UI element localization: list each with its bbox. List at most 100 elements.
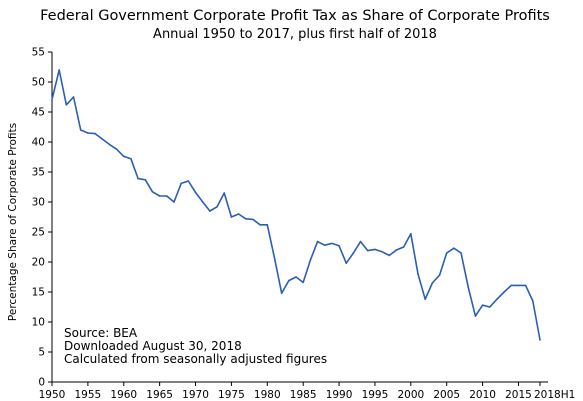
data-point bbox=[201, 201, 204, 203]
x-tick-label: 2000 bbox=[397, 389, 424, 401]
data-point bbox=[417, 273, 419, 275]
y-tick-label: 50 bbox=[32, 77, 45, 89]
data-point bbox=[166, 195, 168, 197]
x-tick-label: 1990 bbox=[326, 389, 353, 401]
y-tick-label: 45 bbox=[32, 107, 45, 119]
data-point bbox=[395, 249, 398, 251]
x-tick-label: 1955 bbox=[75, 389, 102, 401]
y-axis-label: Percentage Share of Corporate Profits bbox=[7, 123, 19, 321]
x-tick-label: 2005 bbox=[433, 389, 460, 401]
data-point bbox=[266, 224, 269, 226]
data-point bbox=[388, 254, 391, 257]
x-tick-label: 1995 bbox=[362, 389, 389, 401]
x-tick-label: 1970 bbox=[182, 389, 209, 401]
data-point bbox=[280, 292, 283, 295]
x-tick-label: 1960 bbox=[110, 389, 137, 401]
data-point bbox=[467, 286, 470, 289]
data-point bbox=[79, 129, 82, 131]
x-tick-label: 1950 bbox=[39, 389, 66, 401]
data-point bbox=[72, 96, 75, 98]
data-point bbox=[252, 218, 254, 221]
data-point bbox=[510, 284, 513, 287]
data-point bbox=[338, 245, 340, 247]
data-point bbox=[496, 298, 498, 301]
x-tick-label: 1975 bbox=[218, 389, 245, 401]
data-point bbox=[503, 291, 505, 293]
data-point bbox=[517, 284, 520, 287]
data-point bbox=[273, 257, 276, 259]
data-point bbox=[352, 252, 355, 254]
y-ticks: 0 5 10 15 20 25 30 35 40 45 50 55 bbox=[32, 47, 52, 389]
data-point bbox=[65, 104, 68, 106]
data-point bbox=[524, 284, 527, 287]
data-point bbox=[460, 252, 462, 254]
y-tick-label: 10 bbox=[32, 317, 45, 329]
data-point bbox=[445, 252, 448, 254]
data-point bbox=[223, 192, 226, 194]
data-point bbox=[259, 224, 261, 226]
y-tick-label: 55 bbox=[32, 47, 45, 59]
data-point bbox=[151, 191, 154, 193]
y-tick-label: 20 bbox=[32, 257, 45, 269]
data-point bbox=[488, 306, 491, 308]
data-point bbox=[187, 180, 190, 182]
data-point bbox=[410, 233, 412, 235]
data-point bbox=[180, 182, 182, 185]
data-point bbox=[302, 281, 304, 284]
data-point bbox=[87, 132, 89, 134]
data-point bbox=[532, 300, 534, 302]
data-point bbox=[316, 240, 319, 243]
data-point bbox=[130, 158, 132, 160]
y-tick-label: 40 bbox=[32, 137, 45, 149]
data-point bbox=[331, 242, 333, 245]
x-tick-label: 2018H1 bbox=[534, 389, 575, 401]
data-point bbox=[108, 143, 111, 146]
chart-title: Federal Government Corporate Profit Tax … bbox=[40, 8, 550, 24]
y-tick-label: 35 bbox=[32, 167, 45, 179]
data-point bbox=[424, 298, 426, 301]
data-point bbox=[323, 244, 326, 246]
data-point bbox=[539, 339, 541, 341]
data-point bbox=[230, 216, 233, 218]
y-tick-label: 30 bbox=[32, 197, 45, 209]
y-tick-label: 0 bbox=[38, 377, 45, 389]
data-point bbox=[381, 251, 383, 253]
x-tick-label: 1965 bbox=[146, 389, 173, 401]
x-tick-label: 2015 bbox=[505, 389, 532, 401]
data-point bbox=[216, 206, 218, 208]
data-point bbox=[481, 304, 484, 307]
series-line bbox=[51, 69, 541, 341]
data-point bbox=[366, 249, 369, 252]
data-point bbox=[431, 282, 434, 284]
data-point bbox=[374, 248, 376, 251]
data-point bbox=[288, 279, 290, 282]
chart-subtitle: Annual 1950 to 2017, plus first half of … bbox=[153, 27, 437, 42]
data-point bbox=[453, 247, 455, 249]
x-tick-label: 1985 bbox=[290, 389, 317, 401]
data-point bbox=[295, 276, 297, 278]
data-point bbox=[474, 315, 477, 317]
x-ticks: 1950 1955 1960 1965 1970 1975 1980 1985 1990 1995… bbox=[39, 382, 575, 401]
data-point bbox=[438, 274, 441, 277]
data-points bbox=[51, 69, 541, 341]
data-point bbox=[115, 148, 118, 150]
data-point bbox=[237, 213, 240, 215]
data-point bbox=[94, 132, 96, 135]
data-point bbox=[158, 195, 161, 197]
data-point bbox=[51, 98, 53, 101]
x-tick-label: 1980 bbox=[254, 389, 281, 401]
y-tick-label: 25 bbox=[32, 227, 45, 239]
data-point bbox=[101, 138, 104, 140]
data-point bbox=[345, 262, 348, 265]
data-point bbox=[194, 191, 197, 194]
data-point bbox=[402, 246, 405, 248]
data-point bbox=[137, 177, 139, 180]
download-note: Downloaded August 30, 2018 bbox=[64, 339, 242, 353]
data-point bbox=[122, 155, 125, 158]
data-point bbox=[309, 259, 312, 262]
data-point bbox=[209, 210, 211, 212]
data-point bbox=[58, 69, 60, 71]
y-tick-label: 15 bbox=[32, 287, 45, 299]
data-point bbox=[359, 240, 362, 243]
